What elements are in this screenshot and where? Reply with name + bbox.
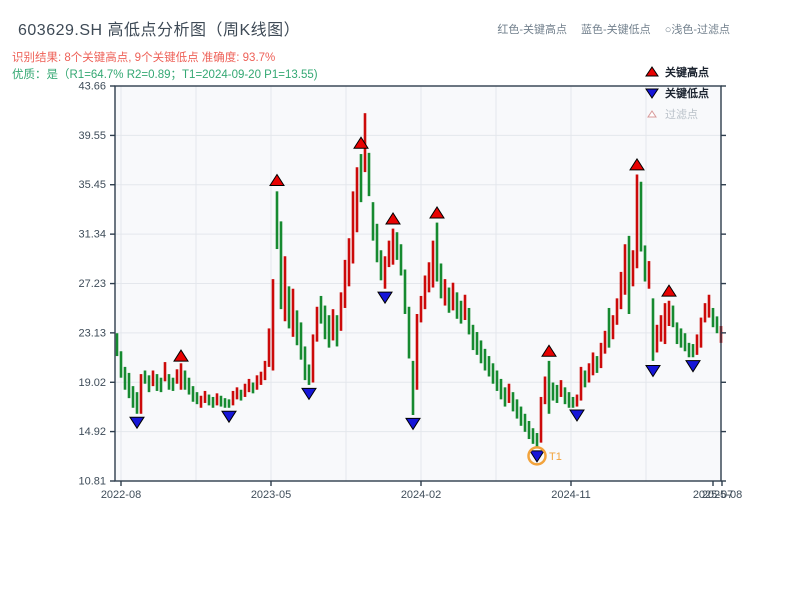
color-key-filtered: ○浅色-过滤点 xyxy=(664,24,730,36)
color-key: 红色-关键高点 蓝色-关键低点 ○浅色-过滤点 xyxy=(483,21,730,37)
t1-label: T1 xyxy=(549,451,562,463)
key-low-marker xyxy=(405,417,421,431)
key-high-marker xyxy=(541,344,557,357)
recognition-summary: 识别结果: 8个关键高点, 9个关键低点 准确度: 93.7% xyxy=(12,52,276,64)
legend-item-label: 关键低点 xyxy=(665,87,709,100)
triangle-up-icon xyxy=(645,65,659,76)
x-tick-label: 2023-05 xyxy=(251,489,291,501)
key-low-marker xyxy=(377,291,393,305)
key-low-marker xyxy=(129,416,145,430)
key-high-marker xyxy=(661,284,677,297)
y-tick-label: 19.02 xyxy=(78,377,106,389)
key-high-marker xyxy=(429,206,445,219)
legend-item-label: 关键高点 xyxy=(665,66,709,79)
y-tick-label: 43.66 xyxy=(78,81,106,93)
key-low-marker xyxy=(221,410,237,424)
y-tick-label: 10.81 xyxy=(78,476,106,488)
triangle-down-icon xyxy=(645,88,659,99)
y-tick-label: 23.13 xyxy=(78,327,106,339)
x-tick-label: 2024-11 xyxy=(551,489,591,501)
legend-item-label: 过滤点 xyxy=(665,108,698,121)
key-low-marker xyxy=(645,364,661,378)
x-tick-label: 2022-08 xyxy=(101,489,141,501)
key-high-marker xyxy=(629,157,645,171)
key-high-marker xyxy=(173,349,189,362)
key-low-marker xyxy=(301,387,317,401)
key-low-marker xyxy=(685,360,701,373)
color-key-high: 红色-关键高点 xyxy=(497,24,568,36)
x-tick-label: 2024-02 xyxy=(401,489,441,501)
legend-item[interactable]: 过滤点 xyxy=(644,103,709,124)
key-high-marker xyxy=(385,212,401,225)
key-high-marker xyxy=(353,136,369,149)
x-tick-label: 2025-07 xyxy=(693,489,733,501)
legend-item[interactable]: 关键高点 xyxy=(644,61,709,82)
y-tick-label: 27.23 xyxy=(78,278,106,290)
y-tick-label: 35.45 xyxy=(78,179,106,191)
legend-item[interactable]: 关键低点 xyxy=(644,82,709,103)
x-tick-label: 2025-08 xyxy=(702,489,742,501)
t1-highlight-circle xyxy=(527,446,547,466)
color-key-low: 蓝色-关键低点 xyxy=(581,24,651,36)
chart-title: 603629.SH 高低点分析图（周K线图） xyxy=(18,22,301,39)
quality-summary: 优质：是（R1=64.7% R2=0.89；T1=2024-09-20 P1=1… xyxy=(12,69,318,81)
key-low-marker xyxy=(529,450,545,463)
y-tick-label: 31.34 xyxy=(78,229,106,241)
key-high-marker xyxy=(269,173,285,187)
y-tick-label: 39.55 xyxy=(78,130,106,142)
key-low-marker xyxy=(569,409,585,422)
plot-legend: 关键高点关键低点过滤点 xyxy=(644,61,709,124)
y-tick-label: 14.92 xyxy=(78,426,106,438)
triangle-up-icon xyxy=(647,109,657,117)
